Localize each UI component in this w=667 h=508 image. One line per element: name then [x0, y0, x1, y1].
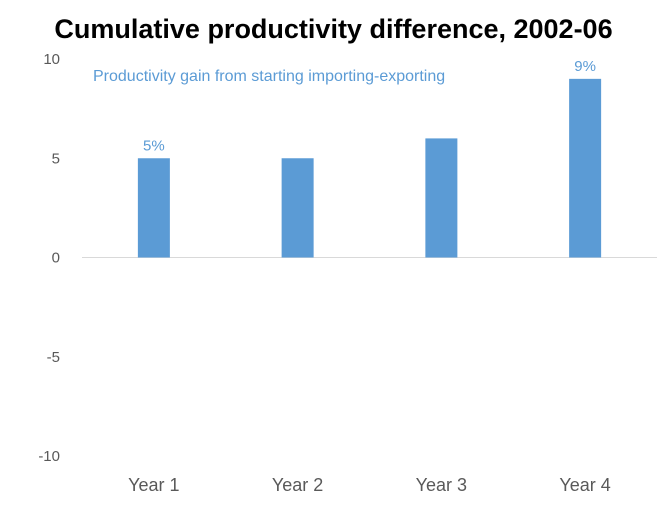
data-label: 5%: [143, 137, 165, 154]
y-tick-label: -10: [38, 448, 60, 465]
y-tick-label: -5: [47, 349, 60, 366]
y-tick-label: 5: [52, 150, 60, 167]
bar-year-3: [425, 138, 458, 258]
y-tick-label: 10: [43, 51, 60, 68]
x-category-label: Year 3: [416, 475, 467, 495]
data-label: 9%: [574, 58, 596, 75]
x-category-label: Year 2: [272, 475, 323, 495]
bar-year-1: [137, 158, 170, 258]
bar-year-2: [281, 158, 314, 258]
y-tick-label: 0: [52, 250, 60, 267]
x-category-label: Year 4: [559, 475, 610, 495]
chart-annotation: Productivity gain from starting importin…: [93, 68, 445, 85]
x-category-label: Year 1: [128, 475, 179, 495]
bar-year-4: [569, 78, 602, 258]
chart-title: Cumulative productivity difference, 2002…: [54, 14, 613, 44]
